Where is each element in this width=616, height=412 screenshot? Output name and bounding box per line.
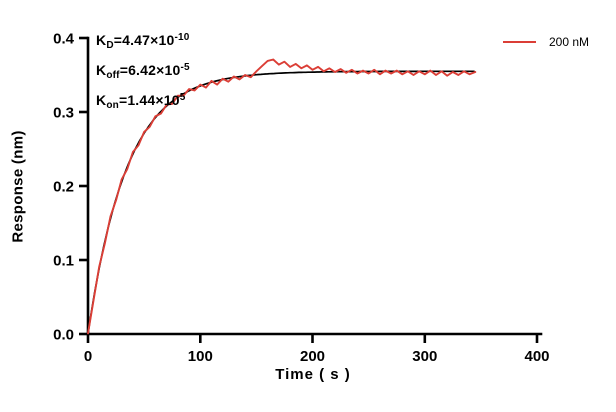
- x-tick-label: 200: [300, 348, 325, 365]
- y-tick-label: 0.2: [53, 179, 74, 196]
- x-tick-label: 0: [84, 348, 92, 365]
- x-axis-ticks: 0 100 200 300 400: [84, 334, 550, 365]
- kinetics-annotation: KD=4.47×10-10 Koff=6.42×10-5 Kon=1.44×10…: [96, 27, 190, 117]
- koff-annotation: Koff=6.42×10-5: [96, 57, 190, 87]
- x-tick-label: 300: [412, 348, 437, 365]
- x-tick-label: 400: [524, 348, 549, 365]
- trace-line-200nM: [87, 58, 477, 335]
- x-axis-title: Time ( s ): [275, 366, 351, 383]
- kd-annotation: KD=4.47×10-10: [96, 27, 190, 57]
- y-tick-label: 0.1: [53, 253, 74, 270]
- koff-exponent: -5: [180, 62, 190, 73]
- y-axis-ticks: 0.0 0.1 0.2 0.3 0.4: [53, 31, 88, 344]
- kd-exponent: -10: [174, 32, 190, 43]
- kon-exponent: 5: [179, 92, 186, 103]
- y-tick-label: 0.3: [53, 105, 74, 122]
- kon-value: =1.44×10: [118, 92, 180, 108]
- koff-subscript: off: [106, 70, 120, 81]
- kd-subscript: D: [106, 40, 114, 51]
- kon-subscript: on: [106, 100, 119, 111]
- kd-symbol: K: [96, 32, 107, 48]
- legend-label: 200 nM: [549, 35, 590, 49]
- kon-annotation: Kon=1.44×105: [96, 87, 190, 117]
- koff-value: =6.42×10: [119, 62, 181, 78]
- legend-line-swatch: [503, 41, 536, 43]
- y-tick-label: 0.4: [53, 31, 75, 48]
- x-tick-label: 100: [188, 348, 213, 365]
- kd-value: =4.47×10: [113, 32, 175, 48]
- legend: 200 nM: [503, 35, 589, 49]
- y-tick-label: 0.0: [53, 327, 74, 344]
- koff-symbol: K: [96, 62, 107, 78]
- kon-symbol: K: [96, 92, 107, 108]
- y-axis-title: Response (nm): [9, 130, 27, 243]
